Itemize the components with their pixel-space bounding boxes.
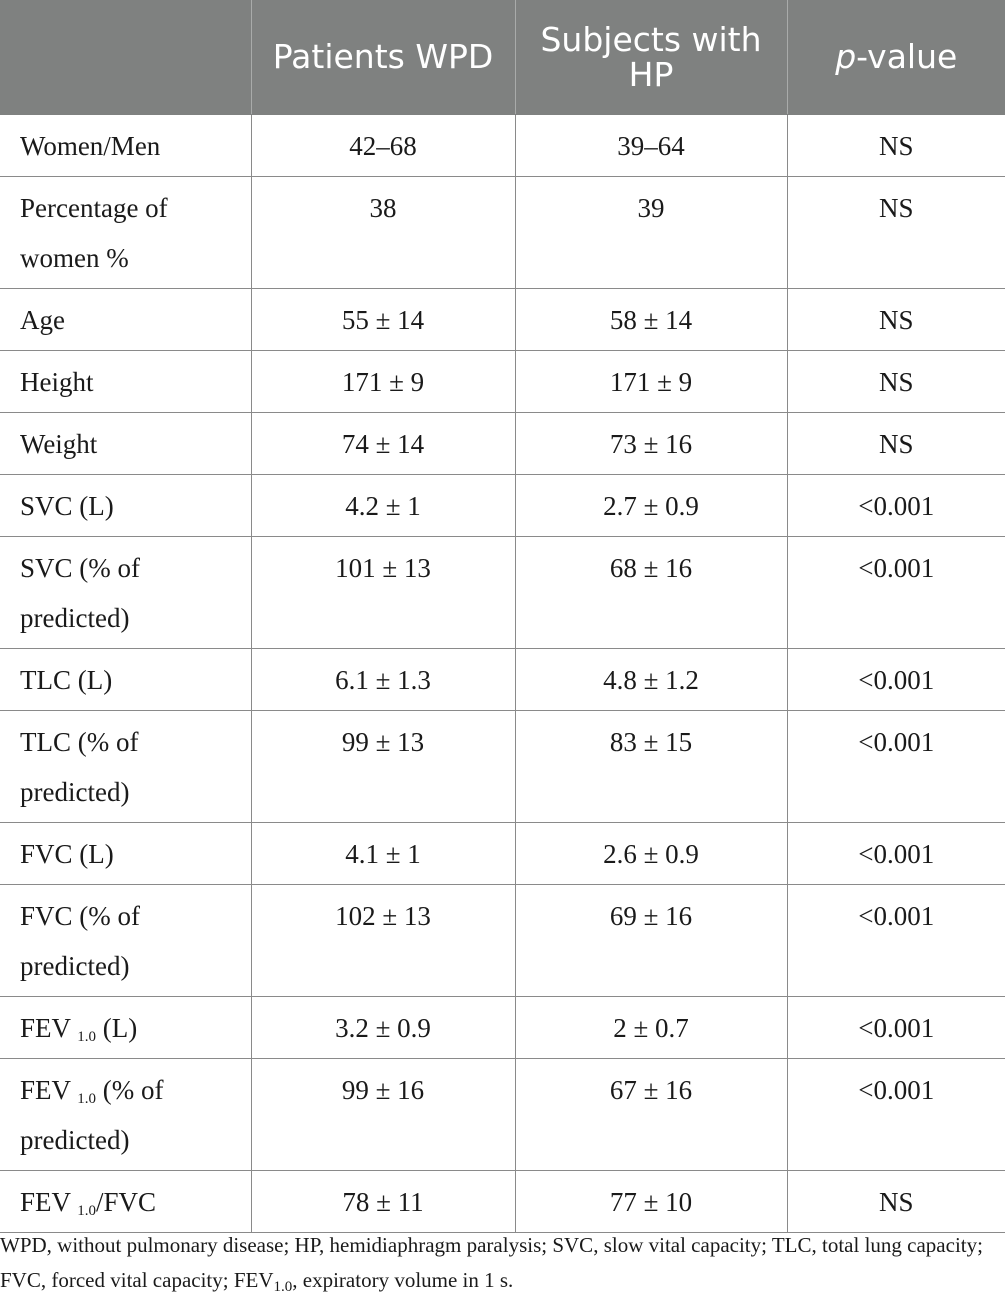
cell-p-value: NS: [786, 287, 1005, 351]
table-row: FVC (% of predicted) 102 ± 13 69 ± 16 <0…: [0, 883, 1005, 997]
cell-wpd: 55 ± 14: [250, 287, 516, 351]
cell-wpd: 101 ± 13: [250, 535, 516, 649]
row-label-subscript: 1.0: [77, 1090, 97, 1107]
row-label: Women/Men: [0, 113, 252, 177]
row-label: FEV 1.0 (L): [0, 995, 252, 1059]
table-row: TLC (L) 6.1 ± 1.3 4.8 ± 1.2 <0.001: [0, 647, 1005, 711]
cell-p-value: NS: [786, 349, 1005, 413]
row-label: FVC (% of predicted): [0, 883, 252, 997]
table-row: Percentage of women % 38 39 NS: [0, 175, 1005, 289]
row-label: FEV 1.0 (% of predicted): [0, 1057, 252, 1171]
footnote-suffix: , expiratory volume in 1 s.: [292, 1268, 514, 1292]
table-row: SVC (L) 4.2 ± 1 2.7 ± 0.9 <0.001: [0, 473, 1005, 537]
table-row: Weight 74 ± 14 73 ± 16 NS: [0, 411, 1005, 475]
cell-hp: 58 ± 14: [514, 287, 788, 351]
cell-p-value: <0.001: [786, 647, 1005, 711]
cell-wpd: 99 ± 16: [250, 1057, 516, 1171]
table-header: Patients WPD Subjects with HP p-value: [0, 0, 1005, 115]
table-row: SVC (% of predicted) 101 ± 13 68 ± 16 <0…: [0, 535, 1005, 649]
cell-hp: 77 ± 10: [514, 1169, 788, 1233]
footnote-text: WPD, without pulmonary disease; HP, hemi…: [0, 1233, 983, 1292]
header-p-label: -value: [856, 37, 958, 77]
header-subjects-hp: Subjects with HP: [514, 0, 787, 115]
cell-hp: 68 ± 16: [514, 535, 788, 649]
cell-p-value: <0.001: [786, 709, 1005, 823]
row-label-text: FEV: [20, 1074, 78, 1105]
cell-wpd: 38: [250, 175, 516, 289]
cell-wpd: 3.2 ± 0.9: [250, 995, 516, 1059]
cell-wpd: 102 ± 13: [250, 883, 516, 997]
cell-wpd: 74 ± 14: [250, 411, 516, 475]
row-label: Age: [0, 287, 252, 351]
cell-hp: 69 ± 16: [514, 883, 788, 997]
table-row: FEV 1.0 (% of predicted) 99 ± 16 67 ± 16…: [0, 1057, 1005, 1171]
cell-hp: 171 ± 9: [514, 349, 788, 413]
header-row: Patients WPD Subjects with HP p-value: [0, 0, 1005, 115]
table-row: FEV 1.0/FVC 78 ± 11 77 ± 10 NS: [0, 1169, 1005, 1233]
cell-wpd: 171 ± 9: [250, 349, 516, 413]
cell-wpd: 42–68: [250, 113, 516, 177]
row-label-subscript: 1.0: [77, 1202, 97, 1219]
footnote-subscript: 1.0: [273, 1279, 293, 1295]
row-label-subscript: 1.0: [77, 1028, 97, 1045]
table-footnote: WPD, without pulmonary disease; HP, hemi…: [0, 1228, 1005, 1298]
table-row: FVC (L) 4.1 ± 1 2.6 ± 0.9 <0.001: [0, 821, 1005, 885]
header-patients-wpd: Patients WPD: [250, 0, 515, 115]
row-label: FEV 1.0/FVC: [0, 1169, 252, 1233]
row-label: TLC (% of predicted): [0, 709, 252, 823]
data-table: Patients WPD Subjects with HP p-value Wo…: [0, 0, 1005, 1233]
cell-hp: 2 ± 0.7: [514, 995, 788, 1059]
cell-hp: 73 ± 16: [514, 411, 788, 475]
row-label: FVC (L): [0, 821, 252, 885]
cell-p-value: <0.001: [786, 1057, 1005, 1171]
row-label-text: FEV: [20, 1186, 78, 1217]
cell-p-value: <0.001: [786, 535, 1005, 649]
cell-p-value: <0.001: [786, 883, 1005, 997]
cell-p-value: NS: [786, 1169, 1005, 1233]
table-row: TLC (% of predicted) 99 ± 13 83 ± 15 <0.…: [0, 709, 1005, 823]
row-label: Weight: [0, 411, 252, 475]
header-blank: [0, 0, 251, 115]
cell-p-value: <0.001: [786, 473, 1005, 537]
header-subjects-hp-label: Subjects with HP: [540, 19, 762, 94]
cell-p-value: NS: [786, 175, 1005, 289]
cell-hp: 2.6 ± 0.9: [514, 821, 788, 885]
header-p-italic: p: [835, 37, 857, 77]
row-label: Height: [0, 349, 252, 413]
header-patients-wpd-label: Patients WPD: [272, 37, 494, 77]
cell-wpd: 6.1 ± 1.3: [250, 647, 516, 711]
table-row: Age 55 ± 14 58 ± 14 NS: [0, 287, 1005, 351]
cell-wpd: 4.2 ± 1: [250, 473, 516, 537]
table-row: Women/Men 42–68 39–64 NS: [0, 113, 1005, 177]
row-label-suffix: (% of predicted): [20, 1074, 164, 1155]
cell-wpd: 78 ± 11: [250, 1169, 516, 1233]
row-label-text: FEV: [20, 1012, 78, 1043]
cell-p-value: <0.001: [786, 995, 1005, 1059]
header-p-value: p-value: [786, 0, 1005, 115]
table-body: Women/Men 42–68 39–64 NS Percentage of w…: [0, 113, 1005, 1233]
row-label-suffix: (L): [96, 1012, 138, 1043]
row-label: SVC (L): [0, 473, 252, 537]
table-row: FEV 1.0 (L) 3.2 ± 0.9 2 ± 0.7 <0.001: [0, 995, 1005, 1059]
cell-hp: 67 ± 16: [514, 1057, 788, 1171]
row-label: TLC (L): [0, 647, 252, 711]
cell-p-value: NS: [786, 411, 1005, 475]
cell-p-value: NS: [786, 113, 1005, 177]
table-row: Height 171 ± 9 171 ± 9 NS: [0, 349, 1005, 413]
cell-hp: 83 ± 15: [514, 709, 788, 823]
cell-p-value: <0.001: [786, 821, 1005, 885]
row-label: Percentage of women %: [0, 175, 252, 289]
cell-wpd: 4.1 ± 1: [250, 821, 516, 885]
row-label-suffix: /FVC: [96, 1186, 157, 1217]
cell-wpd: 99 ± 13: [250, 709, 516, 823]
cell-hp: 39–64: [514, 113, 788, 177]
cell-hp: 4.8 ± 1.2: [514, 647, 788, 711]
cell-hp: 2.7 ± 0.9: [514, 473, 788, 537]
row-label: SVC (% of predicted): [0, 535, 252, 649]
cell-hp: 39: [514, 175, 788, 289]
